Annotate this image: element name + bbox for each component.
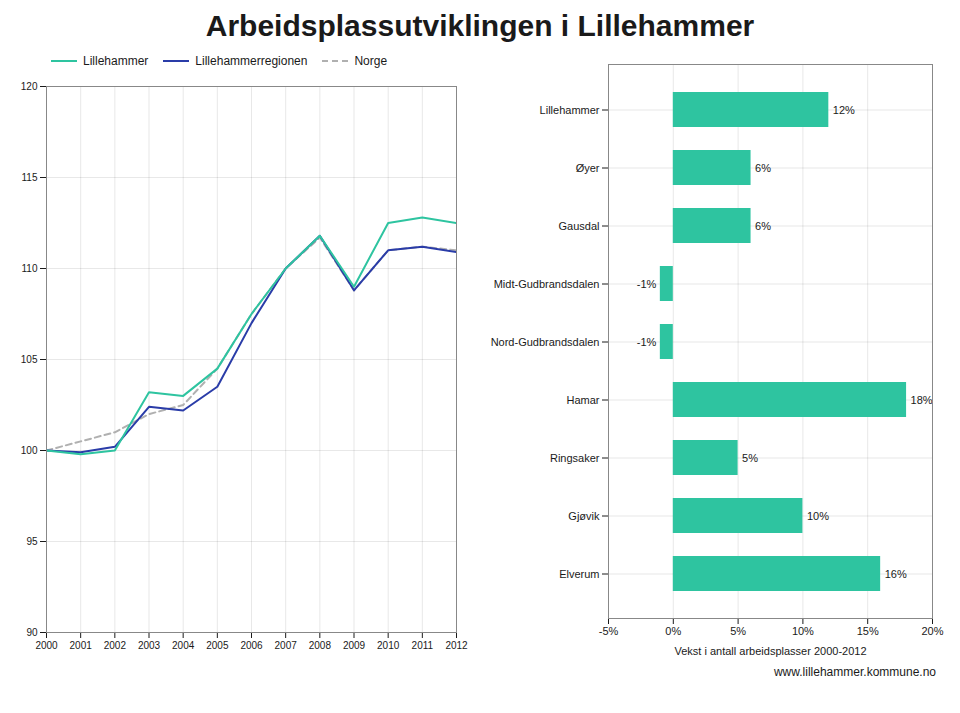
- html-text:Lillehammer: Lillehammer: [83, 54, 149, 68]
- svg-text:2008: 2008: [309, 640, 332, 651]
- svg-text:18%: 18%: [911, 394, 933, 406]
- svg-text:95: 95: [26, 536, 38, 547]
- svg-text:2006: 2006: [240, 640, 263, 651]
- svg-text:2009: 2009: [343, 640, 366, 651]
- svg-text:100: 100: [21, 445, 38, 456]
- svg-text:Hamar: Hamar: [566, 394, 599, 406]
- svg-text:2002: 2002: [104, 640, 127, 651]
- svg-text:2007: 2007: [275, 640, 298, 651]
- svg-text:110: 110: [22, 263, 38, 274]
- svg-text:Lillehammer: Lillehammer: [540, 104, 600, 116]
- svg-text:Nord-Gudbrandsdalen: Nord-Gudbrandsdalen: [491, 336, 600, 348]
- svg-text:2005: 2005: [206, 640, 229, 651]
- svg-text:6%: 6%: [755, 220, 771, 232]
- svg-text:10%: 10%: [807, 510, 829, 522]
- svg-text:Øyer: Øyer: [576, 162, 600, 174]
- svg-text:16%: 16%: [885, 568, 907, 580]
- svg-text:Midt-Gudbrandsdalen: Midt-Gudbrandsdalen: [494, 278, 600, 290]
- svg-text:Elverum: Elverum: [559, 568, 599, 580]
- svg-text:Gausdal: Gausdal: [559, 220, 600, 232]
- svg-text:-5%: -5%: [599, 625, 619, 637]
- svg-text:Ringsaker: Ringsaker: [550, 452, 600, 464]
- svg-text:90: 90: [26, 627, 38, 638]
- svg-text:5%: 5%: [742, 452, 758, 464]
- svg-text:105: 105: [21, 354, 38, 365]
- svg-text:-1%: -1%: [637, 278, 657, 290]
- html-text:Arbeidsplassutviklingen i Lill: Arbeidsplassutviklingen i Lillehammer: [205, 9, 755, 42]
- svg-text:2012: 2012: [445, 640, 468, 651]
- svg-text:2010: 2010: [377, 640, 400, 651]
- svg-text:-1%: -1%: [637, 336, 657, 348]
- html-text:Norge: Norge: [354, 54, 388, 68]
- html-text:Lillehammerregionen: Lillehammerregionen: [195, 54, 308, 68]
- svg-text:2003: 2003: [138, 640, 161, 651]
- svg-text:Gjøvik: Gjøvik: [568, 510, 600, 522]
- svg-text:5%: 5%: [730, 625, 746, 637]
- svg-text:120: 120: [21, 81, 38, 92]
- svg-text:15%: 15%: [857, 625, 879, 637]
- svg-text:2000: 2000: [35, 640, 58, 651]
- svg-text:20%: 20%: [921, 625, 943, 637]
- svg-text:2004: 2004: [172, 640, 195, 651]
- svg-text:2011: 2011: [412, 640, 434, 651]
- svg-text:12%: 12%: [833, 104, 855, 116]
- svg-text:2001: 2001: [70, 640, 93, 651]
- svg-text:Vekst i antall arbeidsplasser: Vekst i antall arbeidsplasser 2000-2012: [674, 645, 866, 657]
- svg-text:115: 115: [22, 172, 38, 183]
- svg-text:10%: 10%: [792, 625, 814, 637]
- svg-text:0%: 0%: [665, 625, 681, 637]
- html-text:www.lillehammer.kommune.no: www.lillehammer.kommune.no: [773, 665, 936, 679]
- svg-text:6%: 6%: [755, 162, 771, 174]
